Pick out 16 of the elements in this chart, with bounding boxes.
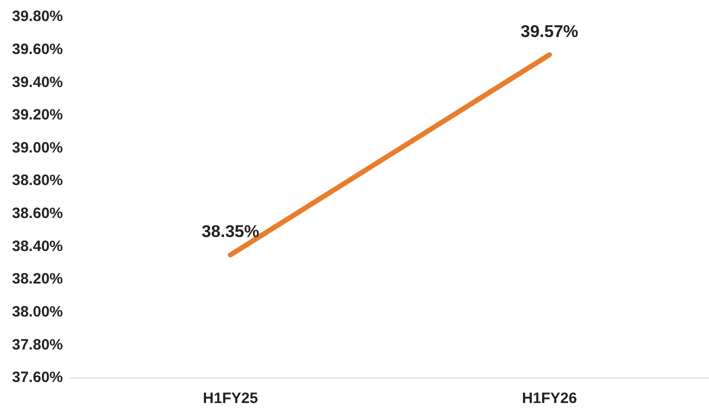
y-tick-label: 37.60% [12, 369, 63, 386]
y-tick-label: 39.00% [12, 139, 63, 156]
y-tick-label: 38.20% [12, 270, 63, 288]
data-label: 39.57% [520, 22, 578, 41]
y-tick-label: 39.80% [12, 8, 63, 26]
y-tick-label: 37.80% [12, 336, 63, 354]
y-tick-label: 39.20% [12, 106, 63, 124]
y-tick-label: 38.40% [12, 238, 63, 255]
y-tick-label: 38.60% [12, 205, 63, 222]
x-tick-label: H1FY26 [522, 390, 577, 408]
y-tick-label: 39.40% [12, 74, 63, 91]
y-tick-label: 39.60% [12, 40, 63, 58]
x-tick-label: H1FY25 [202, 390, 258, 408]
data-label: 38.35% [202, 222, 260, 242]
y-tick-label: 38.00% [12, 304, 63, 321]
y-tick-label: 38.80% [12, 172, 63, 190]
